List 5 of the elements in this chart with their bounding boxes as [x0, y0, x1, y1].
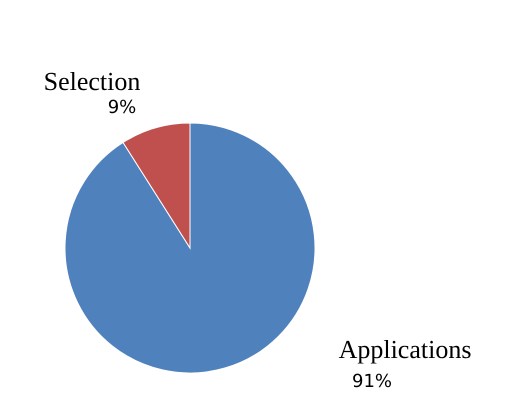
slice-label: Selection	[44, 67, 140, 96]
pie-slice	[64, 122, 316, 374]
slice-label: Applications	[338, 335, 472, 364]
data-label: 9%	[108, 97, 136, 118]
data-label: 91%	[352, 371, 392, 392]
